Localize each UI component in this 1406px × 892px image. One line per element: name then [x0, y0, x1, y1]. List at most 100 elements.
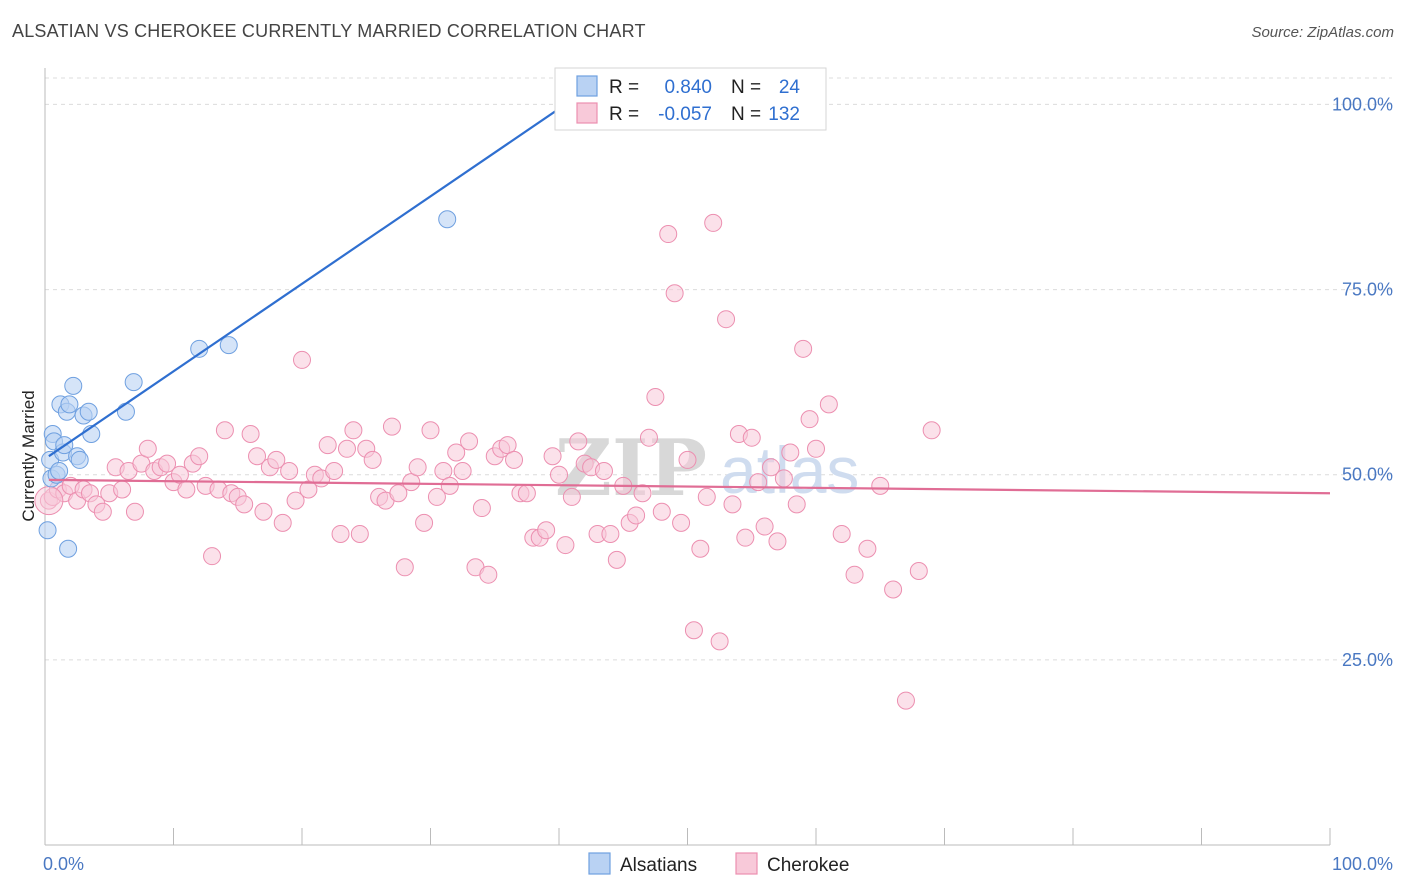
y-tick-labels: 25.0% 50.0% 75.0% 100.0% — [1332, 94, 1393, 669]
alsatian-point — [79, 402, 98, 421]
alsatian-point — [59, 539, 78, 558]
cherokee-point — [286, 491, 305, 510]
cherokee-point — [447, 443, 466, 462]
cherokee-point — [113, 480, 132, 499]
cherokee-point — [125, 502, 144, 521]
cherokee-point — [550, 465, 568, 484]
cherokee-point — [415, 513, 434, 532]
cherokee-point — [607, 550, 626, 569]
cherokee-point — [344, 421, 363, 440]
cherokee-point — [402, 473, 421, 492]
cherokee-point — [453, 462, 472, 481]
cherokee-point — [280, 462, 299, 481]
cherokee-point — [460, 432, 479, 451]
cherokee-point — [331, 524, 350, 543]
cherokee-point — [337, 439, 356, 458]
cherokee-points — [34, 213, 941, 710]
cherokee-point — [781, 443, 800, 462]
x-ticks — [44, 828, 1331, 845]
cherokee-point — [652, 502, 671, 521]
cherokee-point — [684, 621, 703, 640]
cherokee-point — [318, 436, 337, 455]
cherokee-point — [594, 462, 613, 481]
alsatian-point — [124, 373, 143, 392]
cherokee-point — [678, 450, 697, 469]
cherokee-point — [800, 410, 819, 429]
cherokee-point — [93, 502, 112, 521]
cherokee-point — [363, 450, 382, 469]
gridlines — [45, 77, 1392, 661]
trend-lines — [48, 103, 1331, 495]
cherokee-point — [479, 565, 498, 584]
cherokee-point — [601, 524, 620, 543]
cherokee-point — [34, 486, 64, 516]
y-axis-label: Currently Married — [19, 390, 38, 521]
bottom-legend-swatch-cherokee — [735, 852, 758, 875]
cherokee-point — [710, 632, 729, 651]
y-tick-label-100: 100.0% — [1332, 94, 1393, 114]
alsatian-point — [38, 521, 57, 540]
legend-n-value-2: 132 — [768, 104, 800, 125]
cherokee-point — [659, 225, 678, 244]
legend-r-label-2: R = — [609, 104, 639, 125]
cherokee-point — [704, 213, 723, 232]
alsatian-point — [60, 395, 79, 414]
alsatian-point — [438, 210, 457, 229]
cherokee-point — [382, 417, 401, 436]
cherokee-point — [717, 310, 736, 329]
cherokee-point — [325, 462, 344, 481]
alsatian-point — [64, 376, 83, 395]
cherokee-point — [158, 454, 177, 473]
legend-r-value-2: -0.057 — [658, 104, 712, 125]
cherokee-point — [569, 432, 588, 451]
cherokee-point — [845, 565, 864, 584]
cherokee-point — [858, 539, 877, 558]
cherokee-point — [421, 421, 440, 440]
cherokee-point — [190, 447, 209, 466]
y-tick-label-75: 75.0% — [1342, 280, 1393, 300]
source-label: Source: ZipAtlas.com — [1251, 24, 1394, 41]
cherokee-point — [646, 387, 665, 406]
cherokee-point — [235, 495, 254, 514]
cherokee-point — [299, 480, 318, 499]
cherokee-point — [742, 428, 761, 447]
cherokee-point — [395, 558, 414, 577]
cherokee-point — [723, 495, 742, 514]
cherokee-point — [241, 424, 260, 443]
alsatian-trend-line — [48, 103, 567, 458]
cherokee-point — [267, 450, 286, 469]
cherokee-point — [768, 532, 787, 551]
cherokee-point — [871, 476, 890, 495]
cherokee-point — [787, 495, 806, 514]
cherokee-point — [562, 487, 581, 506]
cherokee-point — [177, 480, 196, 499]
cherokee-point — [517, 484, 536, 503]
cherokee-point — [408, 458, 427, 477]
cherokee-point — [389, 484, 408, 503]
legend-n-label-2: N = — [731, 104, 761, 125]
cherokee-point — [254, 502, 273, 521]
cherokee-point — [633, 484, 652, 503]
cherokee-point — [537, 521, 556, 540]
legend-n-label-1: N = — [731, 77, 761, 98]
legend-swatch-cherokee — [576, 102, 598, 124]
cherokee-point — [691, 539, 710, 558]
cherokee-point — [543, 447, 562, 466]
alsatian-point — [116, 402, 135, 421]
cherokee-point — [909, 561, 928, 580]
cherokee-point — [273, 513, 292, 532]
cherokee-point — [138, 439, 157, 458]
cherokee-point — [807, 439, 825, 458]
cherokee-point — [896, 691, 915, 710]
bottom-legend-label-alsatians: Alsatians — [620, 855, 697, 876]
cherokee-point — [665, 284, 684, 303]
cherokee-point — [794, 339, 813, 358]
cherokee-point — [248, 447, 267, 466]
legend-swatch-alsatians — [576, 75, 598, 97]
legend-r-value-1: 0.840 — [664, 77, 712, 98]
cherokee-point — [755, 517, 774, 536]
cherokee-point — [505, 450, 524, 469]
y-tick-label-50: 50.0% — [1342, 465, 1393, 485]
cherokee-point — [203, 547, 222, 566]
